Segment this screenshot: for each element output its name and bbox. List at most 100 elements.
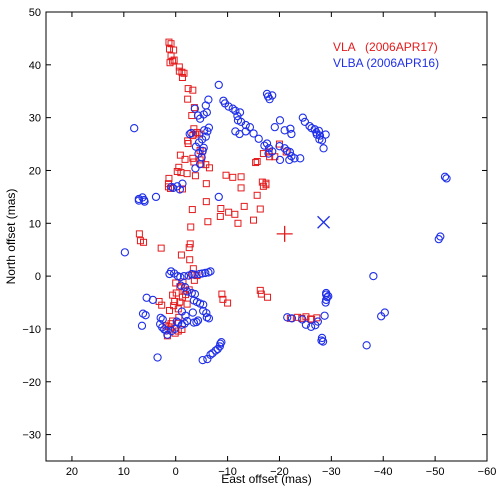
legend: VLA (2006APR17) VLBA (2006APR16) (333, 40, 439, 70)
data-point-circle (198, 355, 207, 365)
data-point-square (189, 154, 197, 162)
data-point-circle (315, 131, 325, 140)
data-point-circle (286, 124, 295, 133)
data-point-square (262, 181, 270, 189)
data-point-square (264, 293, 272, 301)
data-point-square (178, 74, 186, 82)
y-tick-label: 30 (29, 113, 41, 125)
legend-entry-vla: VLA (2006APR17) (333, 40, 438, 54)
y-tick-label: −20 (22, 377, 41, 389)
y-tick-label: 40 (29, 60, 41, 72)
data-point-circle (260, 141, 269, 150)
x-tick-label: −20 (270, 466, 289, 478)
data-point-circle (176, 273, 185, 282)
data-point-square (231, 210, 239, 218)
data-point-circle (285, 147, 294, 157)
data-point-square (181, 155, 189, 163)
y-tick-label: −30 (22, 430, 41, 442)
data-point-circle (172, 317, 181, 326)
data-point-circle (203, 127, 212, 136)
data-point-circle (167, 182, 176, 191)
data-point-circle (231, 106, 240, 115)
data-point-circle (216, 339, 225, 348)
data-point-circle (321, 298, 330, 307)
data-point-circle (317, 136, 327, 145)
data-point-square (250, 216, 258, 224)
data-point-circle (195, 159, 205, 169)
data-point-circle (224, 102, 233, 111)
data-point-square (234, 219, 242, 227)
x-tick-label: 0 (173, 466, 179, 478)
data-point-circle (199, 300, 208, 309)
data-point-circle (176, 281, 186, 290)
data-point-circle (262, 139, 272, 148)
data-point-square (165, 306, 173, 314)
data-point-circle (217, 337, 226, 347)
data-point-circle (198, 269, 207, 278)
data-point-square (175, 163, 183, 171)
data-point-circle (148, 295, 158, 305)
data-point-square (204, 218, 212, 226)
data-point-square (180, 69, 188, 77)
data-point-circle (285, 155, 294, 165)
data-point-circle (198, 146, 207, 156)
data-point-circle (369, 271, 378, 281)
data-point-circle (280, 126, 289, 135)
y-tick-label: 10 (29, 218, 41, 230)
data-point-circle (201, 268, 210, 278)
data-point-circle (213, 344, 222, 354)
data-point-circle (320, 311, 329, 320)
data-point-square (165, 174, 173, 182)
data-point-circle (241, 127, 250, 136)
data-point-circle (185, 129, 194, 139)
data-point-circle (241, 120, 250, 130)
data-point-circle (380, 308, 389, 317)
data-point-circle (254, 134, 263, 143)
x-tick-label: 10 (118, 466, 130, 478)
data-point-circle (187, 128, 196, 138)
data-points (120, 38, 451, 365)
data-point-square (176, 151, 184, 159)
data-point-circle (440, 172, 450, 181)
data-point-circle (231, 127, 240, 136)
data-point-square (172, 289, 180, 297)
data-point-circle (130, 124, 139, 133)
data-point-circle (204, 314, 214, 323)
cross-marker (317, 215, 331, 229)
data-point-circle (174, 318, 183, 327)
data-point-square (188, 206, 196, 214)
data-point-square (140, 238, 148, 246)
data-point-circle (362, 341, 371, 350)
data-point-circle (182, 287, 192, 296)
data-point-circle (270, 123, 279, 132)
data-point-square (216, 212, 224, 220)
data-point-circle (153, 353, 162, 362)
x-tick-label: −40 (374, 466, 393, 478)
data-point-circle (290, 154, 299, 163)
data-point-square (294, 313, 302, 321)
data-point-square (186, 240, 194, 248)
series-circle (120, 80, 451, 365)
data-point-circle (235, 108, 245, 117)
data-point-square (224, 299, 232, 307)
data-point-circle (199, 110, 208, 119)
data-point-circle (268, 91, 277, 100)
data-point-square (237, 173, 245, 181)
data-point-circle (228, 104, 237, 113)
data-point-square (189, 86, 197, 94)
data-point-circle (245, 123, 255, 132)
data-point-square (176, 298, 184, 306)
data-point-square (165, 45, 173, 53)
data-point-circle (181, 311, 190, 320)
x-tick-label: −60 (478, 466, 497, 478)
data-point-circle (202, 308, 211, 318)
plus-marker (276, 225, 293, 242)
data-point-square (184, 95, 192, 103)
axis-ticks: 20 10 0 −10 −20 −30 −40 −50 −60 −30 −20 −10 0 10 20 30 4… (22, 7, 496, 478)
data-point-circle (188, 308, 197, 317)
data-point-circle (204, 123, 214, 132)
data-point-circle (206, 350, 215, 359)
y-tick-label: 50 (29, 7, 41, 19)
data-point-circle (175, 185, 185, 194)
data-point-square (165, 38, 173, 46)
